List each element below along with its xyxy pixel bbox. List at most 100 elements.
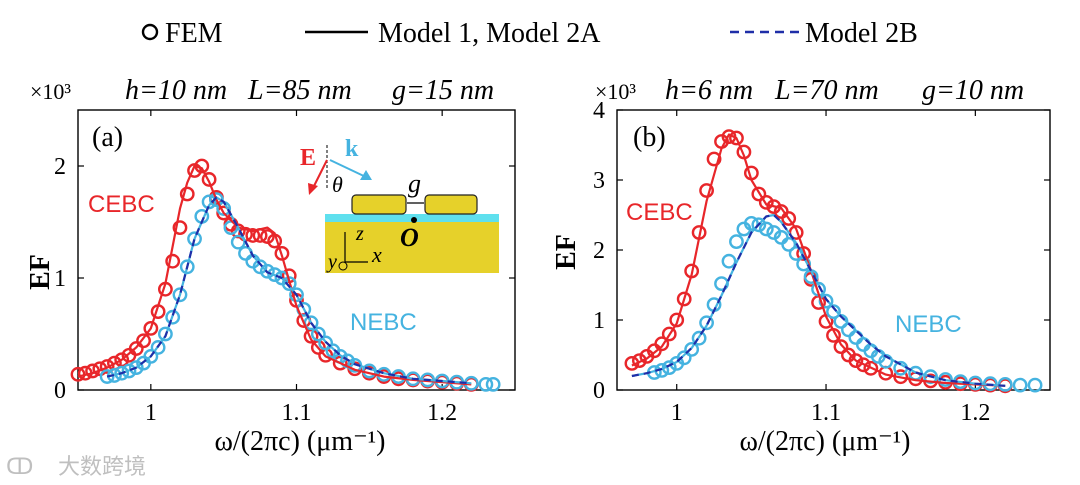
data-point-a-s2-7 <box>150 340 166 355</box>
data-point-a-s2-23 <box>267 267 283 283</box>
inset-E-arrowhead <box>308 183 318 195</box>
plot-area-a: 1 1.1 1.2 0 1 2 <box>54 109 516 426</box>
data-point-a-s2-21 <box>252 259 268 275</box>
x-tick-label-a-2: 1.2 <box>427 400 457 426</box>
title-b-L: L=70 nm <box>774 75 879 106</box>
data-point-a-s0-13 <box>165 253 181 269</box>
data-point-b-s2-10 <box>721 253 737 269</box>
series-line-b-s3 <box>631 213 1006 387</box>
data-point-a-s0-18 <box>201 172 217 187</box>
data-point-b-s0-30 <box>848 353 864 368</box>
data-point-a-s2-0 <box>99 369 115 384</box>
data-point-a-s2-29 <box>310 326 326 342</box>
inset-z-label: z <box>355 223 364 245</box>
data-point-b-s2-6 <box>691 330 707 346</box>
x-tick-label-b-2: 1.2 <box>960 400 990 426</box>
inset-k-arrowhead <box>360 170 372 180</box>
data-point-a-s0-9 <box>136 333 151 349</box>
y-tick-label-a-1: 1 <box>54 266 66 292</box>
data-point-a-s0-35 <box>332 355 348 371</box>
data-point-b-s0-14 <box>729 130 744 146</box>
data-point-b-s0-11 <box>706 151 722 167</box>
panel-label-a: (a) <box>92 122 123 153</box>
data-point-b-s0-5 <box>661 326 677 342</box>
x-tick-label-a-0: 1 <box>145 400 157 426</box>
inset-right-particle <box>424 194 478 215</box>
data-point-b-s2-41 <box>1027 377 1043 393</box>
data-point-b-s0-6 <box>669 312 685 328</box>
data-point-b-s2-13 <box>743 215 759 231</box>
inset-left-particle <box>351 194 407 215</box>
y-tick-label-a-0: 0 <box>54 378 66 404</box>
inset-origin-dot <box>411 217 417 223</box>
data-point-a-s0-26 <box>259 229 275 244</box>
ylabel-a: EF <box>25 254 56 290</box>
y-tick-label-b-4: 4 <box>593 98 605 124</box>
series-line-b-s1 <box>631 133 1006 387</box>
data-point-b-s2-5 <box>684 341 700 357</box>
watermark-text: 大数跨境 <box>58 455 146 480</box>
series-line-a-s4 <box>106 196 472 385</box>
y-tick-label-b-3: 3 <box>593 168 605 194</box>
data-point-a-s0-14 <box>172 220 188 236</box>
nebc-label-b: NEBC <box>895 311 962 338</box>
data-point-b-s2-7 <box>699 315 714 331</box>
watermark-logo-icon: ↀ <box>6 455 33 480</box>
data-point-a-s0-10 <box>143 320 159 336</box>
series-line-b-s4 <box>631 213 1006 387</box>
data-point-b-s0-7 <box>676 291 692 307</box>
data-point-b-s2-34 <box>923 369 938 385</box>
data-point-b-s0-32 <box>863 360 879 376</box>
data-point-b-s0-21 <box>781 211 797 226</box>
nebc-label-a: NEBC <box>350 309 417 336</box>
xlabel-a: ω/(2πc) (μm⁻¹) <box>214 426 385 457</box>
data-point-a-s0-4 <box>99 359 115 374</box>
inset-gap-label: g <box>408 169 421 198</box>
ylabel-b: EF <box>551 234 582 270</box>
inset-E-vector <box>312 159 328 189</box>
data-point-a-s2-30 <box>318 335 334 351</box>
inset-y-label: y <box>326 251 337 273</box>
y-tick-label-b-0: 0 <box>593 378 605 404</box>
data-point-a-s2-10 <box>172 287 188 303</box>
data-point-a-s2-4 <box>128 360 144 375</box>
multiplier-b: ×10³ <box>595 79 636 104</box>
multiplier-a: ×10³ <box>30 79 71 104</box>
data-point-b-s0-4 <box>654 336 670 352</box>
data-point-a-s0-8 <box>128 341 144 356</box>
title-b-h: h=6 nm <box>665 75 753 106</box>
legend-model1-label: Model 1, Model 2A <box>378 18 601 49</box>
data-point-a-s2-44 <box>485 376 501 392</box>
legend: FEM Model 1, Model 2A Model 2B <box>141 18 918 49</box>
inset-schematic: g k E θ O z x y <box>300 136 499 273</box>
title-a-g: g=15 nm <box>392 75 494 106</box>
data-point-a-s2-12 <box>187 231 202 247</box>
data-point-a-s2-26 <box>289 287 304 303</box>
data-point-b-s2-4 <box>676 350 692 366</box>
data-point-a-s2-3 <box>121 363 137 379</box>
data-point-a-s2-15 <box>208 192 224 208</box>
inset-origin-label: O <box>400 223 419 252</box>
data-point-a-s0-24 <box>245 228 261 243</box>
y-tick-label-a-2: 2 <box>54 154 66 180</box>
data-point-b-s0-28 <box>833 339 849 354</box>
legend-fem-label: FEM <box>165 18 223 49</box>
inset-substrate <box>325 218 499 273</box>
series-line-a-s1 <box>77 164 472 386</box>
data-point-a-s2-11 <box>179 259 195 275</box>
legend-model2b-label: Model 2B <box>805 18 918 49</box>
xlabel-b: ω/(2πc) (μm⁻¹) <box>739 426 910 457</box>
axes-frame-b <box>616 109 1051 391</box>
data-point-b-s0-31 <box>855 357 871 373</box>
inset-x-label: x <box>371 242 382 267</box>
data-point-b-s2-11 <box>729 234 744 250</box>
data-point-a-s2-8 <box>157 326 173 342</box>
x-tick-label-a-1: 1.1 <box>282 400 312 426</box>
data-point-b-s2-24 <box>826 304 841 319</box>
data-point-a-s2-18 <box>230 234 246 250</box>
title-a-L: L=85 nm <box>247 75 352 106</box>
data-point-b-s2-26 <box>841 322 856 338</box>
data-point-b-s0-17 <box>751 186 767 202</box>
inset-k-vector <box>329 159 369 179</box>
title-b-g: g=10 nm <box>922 75 1024 106</box>
